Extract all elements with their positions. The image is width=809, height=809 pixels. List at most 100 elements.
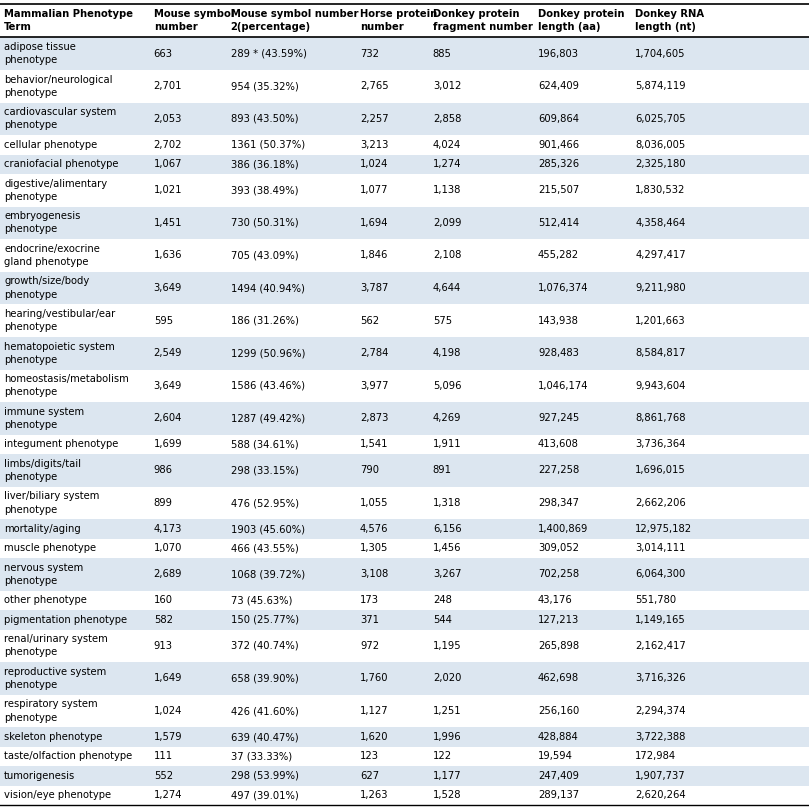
- Bar: [0, 70, 809, 103]
- Text: 512,414: 512,414: [538, 218, 579, 228]
- Text: 1,021: 1,021: [154, 185, 182, 195]
- Bar: [0, 304, 809, 337]
- Text: 2,162,417: 2,162,417: [635, 641, 686, 651]
- Text: 2,620,264: 2,620,264: [635, 790, 686, 800]
- Text: phenotype: phenotype: [4, 121, 57, 130]
- Text: 899: 899: [154, 498, 172, 508]
- Text: 1299 (50.96%): 1299 (50.96%): [231, 348, 305, 358]
- Text: fragment number: fragment number: [433, 23, 532, 32]
- Text: length (nt): length (nt): [635, 23, 696, 32]
- Text: 3,716,326: 3,716,326: [635, 673, 686, 684]
- Text: 428,884: 428,884: [538, 732, 578, 742]
- Text: 3,014,111: 3,014,111: [635, 544, 685, 553]
- Text: 1,451: 1,451: [154, 218, 182, 228]
- Text: 476 (52.95%): 476 (52.95%): [231, 498, 299, 508]
- Text: 160: 160: [154, 595, 172, 605]
- Bar: [0, 337, 809, 370]
- Text: 43,176: 43,176: [538, 595, 573, 605]
- Text: 309,052: 309,052: [538, 544, 579, 553]
- Text: 8,584,817: 8,584,817: [635, 348, 685, 358]
- Bar: [0, 239, 809, 272]
- Text: 4,358,464: 4,358,464: [635, 218, 685, 228]
- Bar: [0, 747, 809, 766]
- Text: hearing/vestibular/ear: hearing/vestibular/ear: [4, 309, 116, 319]
- Text: behavior/neurological: behavior/neurological: [4, 74, 112, 85]
- Text: phenotype: phenotype: [4, 713, 57, 722]
- Text: 609,864: 609,864: [538, 114, 579, 124]
- Bar: [0, 206, 809, 239]
- Text: 73 (45.63%): 73 (45.63%): [231, 595, 292, 605]
- Text: 2,020: 2,020: [433, 673, 461, 684]
- Text: craniofacial phenotype: craniofacial phenotype: [4, 159, 119, 169]
- Text: 1,699: 1,699: [154, 439, 182, 450]
- Text: 285,326: 285,326: [538, 159, 579, 169]
- Bar: [0, 454, 809, 487]
- Text: 2,701: 2,701: [154, 81, 182, 91]
- Bar: [0, 727, 809, 747]
- Text: 289,137: 289,137: [538, 790, 579, 800]
- Text: 891: 891: [433, 465, 451, 476]
- Text: Mammalian Phenotype: Mammalian Phenotype: [4, 9, 133, 19]
- Text: 1,830,532: 1,830,532: [635, 185, 685, 195]
- Text: 3,108: 3,108: [360, 570, 388, 579]
- Text: number: number: [360, 23, 404, 32]
- Bar: [0, 4, 809, 37]
- Text: phenotype: phenotype: [4, 680, 57, 690]
- Text: 2(percentage): 2(percentage): [231, 23, 311, 32]
- Text: 3,649: 3,649: [154, 381, 182, 391]
- Text: 663: 663: [154, 49, 172, 58]
- Text: 2,765: 2,765: [360, 81, 388, 91]
- Bar: [0, 103, 809, 135]
- Text: phenotype: phenotype: [4, 192, 57, 201]
- Text: phenotype: phenotype: [4, 55, 57, 66]
- Text: 1,077: 1,077: [360, 185, 388, 195]
- Text: 2,294,374: 2,294,374: [635, 706, 685, 716]
- Text: 1,046,174: 1,046,174: [538, 381, 588, 391]
- Text: 1,263: 1,263: [360, 790, 388, 800]
- Text: 3,722,388: 3,722,388: [635, 732, 685, 742]
- Bar: [0, 539, 809, 558]
- Text: 2,099: 2,099: [433, 218, 461, 228]
- Bar: [0, 610, 809, 629]
- Text: 1586 (43.46%): 1586 (43.46%): [231, 381, 304, 391]
- Text: 702,258: 702,258: [538, 570, 579, 579]
- Text: other phenotype: other phenotype: [4, 595, 87, 605]
- Text: 265,898: 265,898: [538, 641, 579, 651]
- Text: 5,874,119: 5,874,119: [635, 81, 686, 91]
- Text: 1,400,869: 1,400,869: [538, 524, 588, 534]
- Text: 2,604: 2,604: [154, 413, 182, 423]
- Text: 986: 986: [154, 465, 172, 476]
- Text: 1,070: 1,070: [154, 544, 182, 553]
- Text: vision/eye phenotype: vision/eye phenotype: [4, 790, 111, 800]
- Text: 371: 371: [360, 615, 379, 625]
- Text: respiratory system: respiratory system: [4, 700, 98, 709]
- Text: 143,938: 143,938: [538, 316, 579, 326]
- Text: 2,702: 2,702: [154, 140, 182, 150]
- Text: 386 (36.18%): 386 (36.18%): [231, 159, 299, 169]
- Text: 1,696,015: 1,696,015: [635, 465, 686, 476]
- Text: 901,466: 901,466: [538, 140, 579, 150]
- Text: Donkey RNA: Donkey RNA: [635, 9, 704, 19]
- Text: 954 (35.32%): 954 (35.32%): [231, 81, 299, 91]
- Text: 544: 544: [433, 615, 451, 625]
- Text: Term: Term: [4, 23, 32, 32]
- Text: phenotype: phenotype: [4, 576, 57, 586]
- Text: 196,803: 196,803: [538, 49, 579, 58]
- Text: 1,704,605: 1,704,605: [635, 49, 685, 58]
- Text: 582: 582: [154, 615, 172, 625]
- Text: 122: 122: [433, 752, 452, 761]
- Text: muscle phenotype: muscle phenotype: [4, 544, 96, 553]
- Text: 247,409: 247,409: [538, 771, 579, 781]
- Text: 732: 732: [360, 49, 379, 58]
- Text: 1,274: 1,274: [433, 159, 461, 169]
- Text: 1,305: 1,305: [360, 544, 388, 553]
- Text: 256,160: 256,160: [538, 706, 579, 716]
- Text: 1287 (49.42%): 1287 (49.42%): [231, 413, 305, 423]
- Text: 972: 972: [360, 641, 379, 651]
- Text: 588 (34.61%): 588 (34.61%): [231, 439, 299, 450]
- Text: renal/urinary system: renal/urinary system: [4, 634, 108, 644]
- Text: 5,096: 5,096: [433, 381, 461, 391]
- Text: Donkey protein: Donkey protein: [538, 9, 625, 19]
- Text: 6,025,705: 6,025,705: [635, 114, 686, 124]
- Text: 1361 (50.37%): 1361 (50.37%): [231, 140, 305, 150]
